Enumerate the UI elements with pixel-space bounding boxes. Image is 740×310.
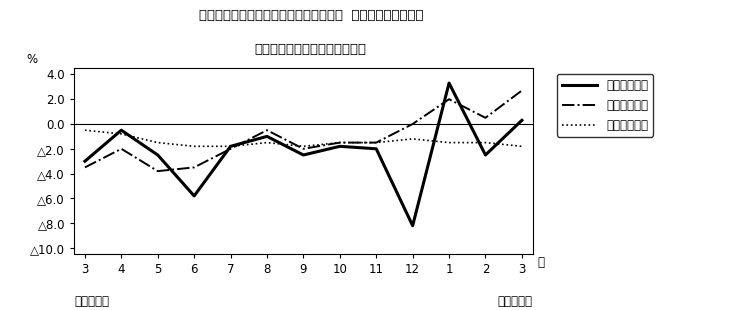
Legend: 現金給与総額, 総実労働時間, 常用雇用指数: 現金給与総額, 総実労働時間, 常用雇用指数: [557, 74, 653, 137]
総実労働時間: [408, 122, 417, 126]
現金給与総額: [517, 118, 526, 122]
Text: 平成２２年: 平成２２年: [498, 295, 533, 308]
総実労働時間: [189, 166, 198, 169]
総実労働時間: [371, 141, 380, 144]
総実労働時間: [226, 147, 235, 151]
Line: 総実労働時間: 総実労働時間: [85, 91, 522, 171]
総実労働時間: [117, 147, 126, 151]
現金給与総額: [299, 153, 308, 157]
総実労働時間: [299, 147, 308, 151]
現金給与総額: [81, 159, 90, 163]
Line: 常用雇用指数: 常用雇用指数: [85, 130, 522, 146]
常用雇用指数: [81, 128, 90, 132]
総実労働時間: [81, 166, 90, 169]
常用雇用指数: [226, 144, 235, 148]
現金給与総額: [335, 144, 344, 148]
現金給与総額: [408, 224, 417, 228]
Text: 平成２１年: 平成２１年: [74, 295, 109, 308]
常用雇用指数: [335, 141, 344, 144]
Text: 月: 月: [537, 256, 545, 269]
総実労働時間: [517, 89, 526, 92]
常用雇用指数: [189, 144, 198, 148]
常用雇用指数: [153, 141, 162, 144]
現金給与総額: [226, 144, 235, 148]
常用雇用指数: [263, 141, 272, 144]
総実労働時間: [153, 169, 162, 173]
常用雇用指数: [299, 144, 308, 148]
常用雇用指数: [517, 144, 526, 148]
総実労働時間: [335, 141, 344, 144]
常用雇用指数: [445, 141, 454, 144]
Text: （規模５人以上　調査産業計）: （規模５人以上 調査産業計）: [255, 43, 367, 56]
現金給与総額: [263, 135, 272, 138]
常用雇用指数: [371, 141, 380, 144]
Text: 第４図　賃金、労働時間、常用雇用指数  対前年同月比の推移: 第４図 賃金、労働時間、常用雇用指数 対前年同月比の推移: [198, 9, 423, 22]
現金給与総額: [371, 147, 380, 151]
総実労働時間: [263, 128, 272, 132]
Line: 現金給与総額: 現金給与総額: [85, 83, 522, 226]
総実労働時間: [481, 116, 490, 120]
現金給与総額: [117, 128, 126, 132]
現金給与総額: [189, 194, 198, 198]
現金給与総額: [481, 153, 490, 157]
常用雇用指数: [408, 137, 417, 141]
現金給与総額: [445, 81, 454, 85]
常用雇用指数: [117, 132, 126, 136]
常用雇用指数: [481, 141, 490, 144]
現金給与総額: [153, 153, 162, 157]
総実労働時間: [445, 97, 454, 101]
Text: %: %: [26, 53, 37, 66]
